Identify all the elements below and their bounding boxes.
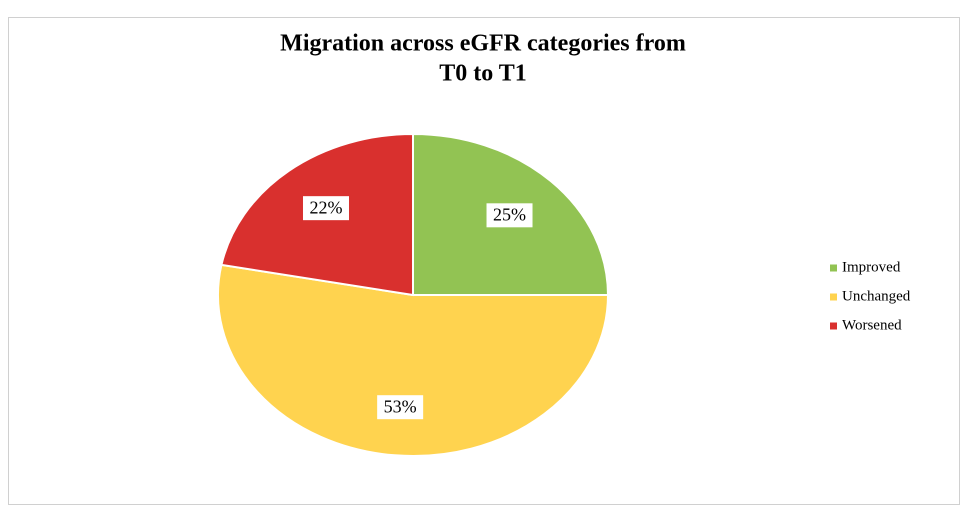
legend-swatch [830, 264, 837, 272]
pie-slice [217, 263, 610, 457]
data-label: 53% [384, 396, 417, 416]
chart-title: T0 to T1 [439, 61, 527, 87]
data-label: 25% [493, 204, 526, 224]
data-label-box [486, 203, 533, 228]
data-label-box [377, 395, 424, 420]
legend-swatch [830, 293, 837, 301]
legend-label: Improved [842, 259, 901, 275]
legend-swatch [830, 322, 837, 330]
data-label: 22% [309, 197, 342, 217]
legend-label: Unchanged [842, 288, 911, 304]
chart-title: Migration across eGFR categories from [280, 31, 686, 57]
legend-label: Worsened [842, 317, 902, 333]
data-label-box [302, 196, 349, 221]
